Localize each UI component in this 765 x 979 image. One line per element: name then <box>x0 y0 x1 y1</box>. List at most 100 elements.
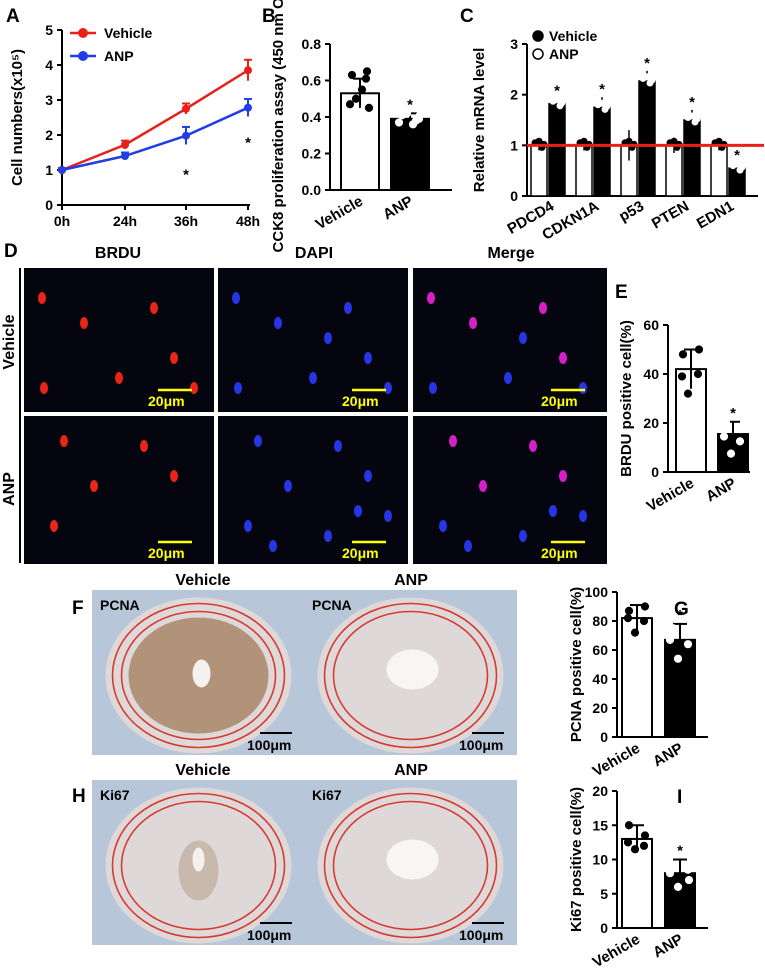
data-point <box>726 449 736 458</box>
bar-pdcd4-anp <box>548 103 566 197</box>
x-tick-label: ANP <box>703 475 739 506</box>
panel-label-e: E <box>615 282 628 303</box>
stain-label: PCNA <box>312 597 352 613</box>
data-point <box>624 821 634 830</box>
data-point <box>648 76 656 84</box>
ihc-header-anp-h: ANP <box>394 762 428 779</box>
bar-vehicle <box>621 617 653 738</box>
data-point <box>678 350 688 359</box>
x-tick-label: Vehicle <box>590 740 643 781</box>
data-point <box>630 845 640 854</box>
data-point <box>693 115 701 123</box>
scale-bar-label: 20μm <box>148 545 185 561</box>
data-point <box>643 73 651 81</box>
micro-tile-dapi-vehicle <box>218 268 408 412</box>
data-point <box>364 103 374 112</box>
cell-nucleus <box>254 435 262 447</box>
y-tick-label: 5 <box>45 22 53 38</box>
y-tick-label: 2 <box>510 87 518 103</box>
cell-nucleus <box>80 317 88 329</box>
cell-nucleus <box>60 435 68 447</box>
significance-star: * <box>734 147 740 164</box>
data-point <box>415 111 425 120</box>
channel-header-merge: Merge <box>487 245 534 262</box>
vessel-ring-outer <box>323 602 498 749</box>
chart-cck8: 0.0 0.2 0.4 0.6 0.8 Vehicle ANP * CCK8 prolifera… <box>270 0 452 252</box>
legend-marker <box>532 30 544 42</box>
cell-nucleus <box>354 505 362 517</box>
y-tick-label: 4 <box>45 57 53 73</box>
cell-nucleus <box>140 440 148 452</box>
cell-nucleus <box>234 382 242 394</box>
y-tick-label: 20 <box>592 783 608 799</box>
cell-nucleus <box>244 520 252 532</box>
data-point <box>347 70 357 80</box>
x-tick-label: ANP <box>380 193 416 224</box>
cell-nucleus <box>559 470 567 482</box>
y-axis-label: BRDU positive cell(%) <box>618 320 635 477</box>
data-point <box>630 628 640 637</box>
cell-nucleus <box>344 302 352 314</box>
bar-cdkn1a-vehicle <box>575 144 593 197</box>
vessel-lumen <box>386 649 439 690</box>
data-point <box>182 131 190 140</box>
data-point <box>719 432 729 441</box>
data-point <box>688 112 696 120</box>
vessel-ring-inner <box>332 800 489 931</box>
panel-label-a: A <box>6 6 20 27</box>
vessel-ring-outer <box>111 602 286 749</box>
cell-nucleus <box>464 540 472 552</box>
scale-bar-label: 100μm <box>459 737 503 753</box>
vessel-lumen <box>192 659 211 688</box>
scale-bar-label: 20μm <box>148 393 185 409</box>
row-label-anp: ANP <box>1 472 18 506</box>
data-point <box>623 613 633 623</box>
series-line-vehicle <box>61 69 249 172</box>
significance-star: * <box>245 135 251 152</box>
data-point <box>733 160 741 168</box>
y-tick-label: 40 <box>592 671 608 687</box>
significance-star: * <box>644 55 650 72</box>
data-point <box>623 838 633 847</box>
bar-vehicle <box>621 837 653 930</box>
y-tick-label: 10 <box>592 852 608 868</box>
significance-star: * <box>183 167 189 184</box>
y-tick-label: 15 <box>592 817 608 833</box>
chart-cell-growth: 0 1 2 3 4 5 0h 24h 36h 48h Cell numbers(x10⁵) Vehic… <box>9 22 260 229</box>
y-tick-label: 1 <box>510 137 518 153</box>
x-tick-label: ANP <box>650 740 686 771</box>
cell-nucleus <box>115 372 123 384</box>
data-point <box>665 869 675 878</box>
cell-nucleus <box>469 317 477 329</box>
data-point <box>668 862 678 871</box>
significance-star: * <box>677 843 683 860</box>
significance-star: * <box>599 81 605 98</box>
cell-nucleus <box>579 382 587 394</box>
data-point <box>683 640 693 649</box>
data-point <box>244 66 252 75</box>
cell-nucleus <box>364 352 372 364</box>
y-tick-label: 20 <box>643 415 659 431</box>
panel-label-f: F <box>72 598 84 619</box>
cell-nucleus <box>519 530 527 542</box>
x-tick-label: 24h <box>113 213 137 229</box>
stain-label: Ki67 <box>312 787 342 803</box>
x-tick-label: 48h <box>236 213 260 229</box>
cell-nucleus <box>40 382 48 394</box>
legend-label: Vehicle <box>549 28 597 44</box>
scale-bar-label: 20μm <box>342 393 379 409</box>
row-label-vehicle: Vehicle <box>1 314 18 369</box>
data-point <box>121 140 129 149</box>
cell-nucleus <box>384 510 392 522</box>
data-point <box>665 635 675 644</box>
vessel-ring-outer <box>111 792 286 939</box>
cell-nucleus <box>90 480 98 492</box>
channel-header-dapi: DAPI <box>295 245 333 262</box>
panel-label-b: B <box>262 6 276 27</box>
micro-tile-brdu-anp <box>24 416 214 564</box>
cell-nucleus <box>232 292 240 304</box>
vessel-lumen <box>192 847 205 872</box>
panel-label-h: H <box>72 786 86 807</box>
legend-marker <box>78 28 88 38</box>
